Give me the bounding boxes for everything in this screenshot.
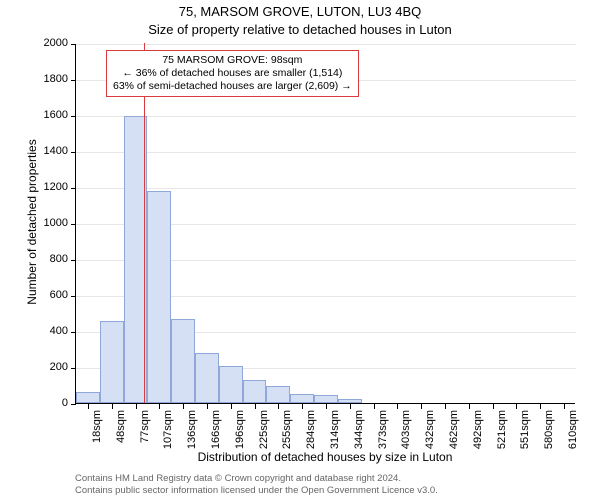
x-tick-label: 136sqm bbox=[186, 410, 198, 449]
attribution-line2: Contains public sector information licen… bbox=[75, 485, 438, 496]
y-tick-mark bbox=[71, 116, 76, 117]
x-tick-mark bbox=[350, 404, 351, 409]
x-tick-label: 403sqm bbox=[400, 410, 412, 449]
x-tick-mark bbox=[207, 404, 208, 409]
y-tick-label: 1000 bbox=[18, 217, 68, 229]
x-tick-label: 610sqm bbox=[567, 410, 579, 449]
x-tick-label: 344sqm bbox=[353, 410, 365, 449]
x-tick-mark bbox=[278, 404, 279, 409]
histogram-bar bbox=[266, 386, 290, 403]
histogram-bar bbox=[219, 366, 243, 403]
reference-annotation: 75 MARSOM GROVE: 98sqm← 36% of detached … bbox=[106, 50, 359, 97]
y-tick-mark bbox=[71, 188, 76, 189]
x-tick-label: 373sqm bbox=[377, 410, 389, 449]
annotation-line: ← 36% of detached houses are smaller (1,… bbox=[113, 67, 352, 80]
y-tick-label: 1600 bbox=[18, 109, 68, 121]
histogram-bar bbox=[290, 394, 314, 403]
y-tick-mark bbox=[71, 224, 76, 225]
x-tick-mark bbox=[159, 404, 160, 409]
x-tick-mark bbox=[326, 404, 327, 409]
y-tick-label: 200 bbox=[18, 361, 68, 373]
x-tick-label: 107sqm bbox=[162, 410, 174, 449]
x-tick-label: 48sqm bbox=[115, 410, 127, 443]
histogram-bar bbox=[171, 319, 195, 403]
x-axis-label: Distribution of detached houses by size … bbox=[75, 450, 575, 464]
y-tick-label: 2000 bbox=[18, 37, 68, 49]
x-tick-mark bbox=[88, 404, 89, 409]
x-tick-mark bbox=[421, 404, 422, 409]
x-tick-label: 551sqm bbox=[519, 410, 531, 449]
y-tick-label: 600 bbox=[18, 289, 68, 301]
y-tick-mark bbox=[71, 80, 76, 81]
y-tick-mark bbox=[71, 296, 76, 297]
x-tick-label: 432sqm bbox=[424, 410, 436, 449]
x-tick-mark bbox=[445, 404, 446, 409]
x-tick-mark bbox=[112, 404, 113, 409]
y-tick-mark bbox=[71, 152, 76, 153]
y-tick-mark bbox=[71, 368, 76, 369]
x-tick-label: 255sqm bbox=[281, 410, 293, 449]
x-tick-mark bbox=[255, 404, 256, 409]
y-tick-label: 1200 bbox=[18, 181, 68, 193]
histogram-bar bbox=[147, 191, 171, 403]
x-tick-label: 580sqm bbox=[543, 410, 555, 449]
x-tick-label: 225sqm bbox=[258, 410, 270, 449]
gridline bbox=[76, 116, 576, 117]
x-tick-mark bbox=[540, 404, 541, 409]
x-tick-mark bbox=[136, 404, 137, 409]
histogram-bar bbox=[100, 321, 124, 403]
x-tick-mark bbox=[493, 404, 494, 409]
x-tick-mark bbox=[374, 404, 375, 409]
x-tick-label: 284sqm bbox=[305, 410, 317, 449]
gridline bbox=[76, 152, 576, 153]
x-tick-label: 166sqm bbox=[210, 410, 222, 449]
x-tick-mark bbox=[397, 404, 398, 409]
histogram-bar bbox=[76, 392, 100, 403]
histogram-bar bbox=[338, 399, 362, 404]
y-tick-mark bbox=[71, 332, 76, 333]
attribution-text: Contains HM Land Registry data © Crown c… bbox=[75, 473, 438, 496]
histogram-bar bbox=[243, 380, 267, 403]
x-tick-mark bbox=[469, 404, 470, 409]
attribution-line1: Contains HM Land Registry data © Crown c… bbox=[75, 473, 438, 484]
x-tick-mark bbox=[564, 404, 565, 409]
histogram-bar bbox=[195, 353, 219, 403]
histogram-bar bbox=[314, 395, 338, 403]
y-tick-label: 800 bbox=[18, 253, 68, 265]
annotation-line: 75 MARSOM GROVE: 98sqm bbox=[113, 54, 352, 67]
x-tick-label: 18sqm bbox=[91, 410, 103, 443]
y-tick-label: 1400 bbox=[18, 145, 68, 157]
x-tick-label: 462sqm bbox=[448, 410, 460, 449]
chart-title-address: 75, MARSOM GROVE, LUTON, LU3 4BQ bbox=[0, 4, 600, 19]
y-tick-label: 400 bbox=[18, 325, 68, 337]
y-tick-mark bbox=[71, 260, 76, 261]
x-tick-label: 521sqm bbox=[496, 410, 508, 449]
x-tick-label: 314sqm bbox=[329, 410, 341, 449]
x-tick-label: 196sqm bbox=[234, 410, 246, 449]
x-tick-label: 77sqm bbox=[139, 410, 151, 443]
x-tick-mark bbox=[231, 404, 232, 409]
y-tick-label: 0 bbox=[18, 397, 68, 409]
y-tick-label: 1800 bbox=[18, 73, 68, 85]
y-tick-mark bbox=[71, 404, 76, 405]
x-tick-label: 492sqm bbox=[472, 410, 484, 449]
x-tick-mark bbox=[302, 404, 303, 409]
chart-title-subtitle: Size of property relative to detached ho… bbox=[0, 22, 600, 37]
x-tick-mark bbox=[183, 404, 184, 409]
gridline bbox=[76, 44, 576, 45]
gridline bbox=[76, 188, 576, 189]
y-tick-mark bbox=[71, 44, 76, 45]
annotation-line: 63% of semi-detached houses are larger (… bbox=[113, 80, 352, 93]
x-tick-mark bbox=[516, 404, 517, 409]
chart-plot-area: 75 MARSOM GROVE: 98sqm← 36% of detached … bbox=[75, 44, 575, 404]
